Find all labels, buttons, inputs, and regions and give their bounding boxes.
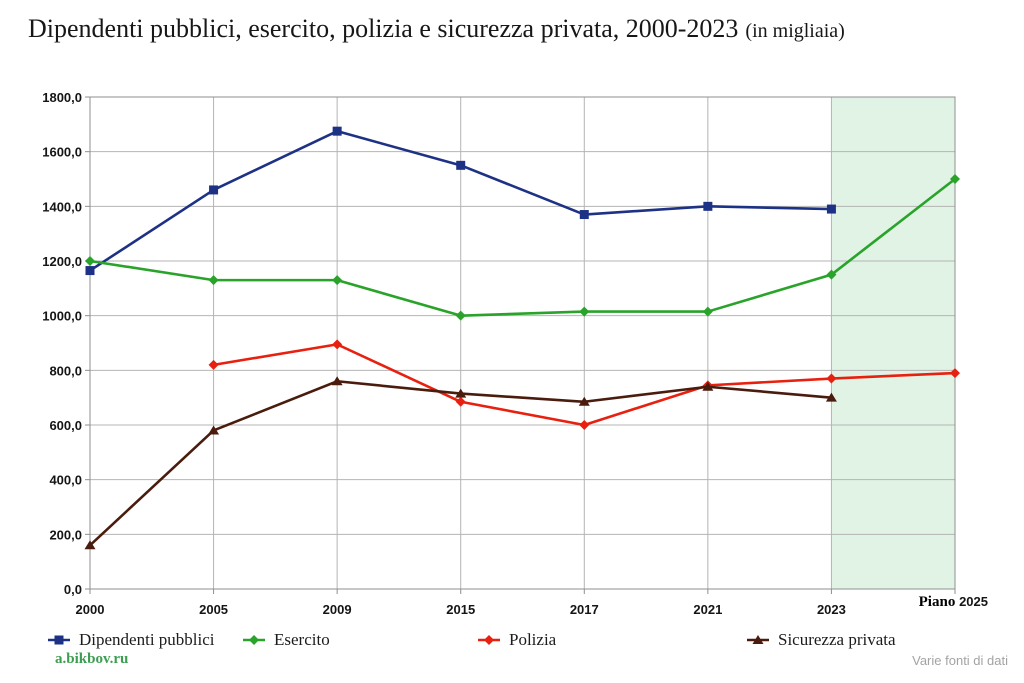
data-source-note: Varie fonti di dati bbox=[912, 653, 1008, 668]
data-point-diamond bbox=[249, 635, 259, 645]
data-point-diamond bbox=[332, 275, 343, 286]
data-point-square bbox=[456, 160, 466, 170]
legend-item-sicurezza-privata: Sicurezza privata bbox=[746, 630, 896, 650]
series-sicurezza-privata bbox=[84, 376, 837, 550]
data-point-square bbox=[826, 204, 836, 214]
data-point-diamond bbox=[826, 373, 837, 384]
series-dipendenti-pubblici bbox=[85, 126, 836, 276]
legend-marker-diamond-icon bbox=[243, 635, 265, 645]
data-point-triangle bbox=[331, 376, 343, 386]
y-axis-label: 0,0 bbox=[64, 582, 82, 597]
data-point-triangle bbox=[752, 635, 764, 644]
y-axis-label: 800,0 bbox=[49, 363, 82, 378]
legend-label: Polizia bbox=[509, 630, 557, 649]
data-point-square bbox=[85, 266, 95, 276]
legend-marker-diamond-icon bbox=[478, 635, 500, 645]
data-point-diamond bbox=[950, 368, 960, 379]
y-axis-label: 1200,0 bbox=[42, 254, 82, 269]
data-point-square bbox=[579, 210, 589, 220]
x-axis-label: 2015 bbox=[446, 602, 475, 617]
data-point-diamond bbox=[332, 339, 343, 350]
data-point-triangle bbox=[702, 381, 714, 391]
data-point-square bbox=[209, 185, 219, 195]
legend-label: Sicurezza privata bbox=[778, 630, 896, 649]
data-point-triangle bbox=[455, 388, 467, 398]
plot-border bbox=[89, 96, 956, 590]
x-axis-label: 2000 bbox=[76, 602, 105, 617]
data-point-diamond bbox=[579, 420, 590, 430]
data-point-diamond bbox=[950, 174, 960, 184]
chart-title: Dipendenti pubblici, esercito, polizia e… bbox=[28, 14, 845, 44]
data-point-diamond bbox=[208, 359, 219, 370]
y-axis-label: 400,0 bbox=[49, 473, 82, 488]
chart-title-suffix: (in migliaia) bbox=[745, 20, 845, 42]
data-point-diamond bbox=[484, 635, 494, 645]
data-point-square bbox=[332, 126, 342, 136]
data-point-diamond bbox=[85, 256, 95, 266]
x-axis-label: 2017 bbox=[570, 602, 599, 617]
data-point-triangle bbox=[578, 396, 590, 406]
y-axis-label: 1400,0 bbox=[42, 199, 82, 214]
chart-title-main: Dipendenti pubblici, esercito, polizia e… bbox=[28, 14, 739, 43]
legend-item-dipendenti-pubblici: Dipendenti pubblici bbox=[47, 630, 215, 650]
data-point-diamond bbox=[208, 275, 219, 286]
legend-marker-triangle-icon bbox=[747, 635, 769, 644]
legend-item-polizia: Polizia bbox=[477, 630, 556, 650]
series-esercito bbox=[85, 174, 960, 321]
plan-region bbox=[831, 97, 955, 589]
data-point-triangle bbox=[84, 540, 96, 550]
data-point-triangle bbox=[208, 425, 220, 435]
legend-marker-square-icon bbox=[48, 635, 70, 645]
y-axis-label: 1800,0 bbox=[42, 90, 82, 105]
y-axis-label: 1600,0 bbox=[42, 145, 82, 160]
legend-item-esercito: Esercito bbox=[242, 630, 330, 650]
plan-axis-label: Piano 2025 bbox=[919, 594, 988, 610]
data-point-diamond bbox=[826, 269, 837, 280]
data-point-diamond bbox=[702, 306, 713, 317]
series-line bbox=[89, 177, 956, 317]
y-axis-label: 600,0 bbox=[49, 418, 82, 433]
legend-label: Dipendenti pubblici bbox=[79, 630, 215, 649]
y-axis-label: 200,0 bbox=[49, 527, 82, 542]
data-point-diamond bbox=[455, 396, 466, 407]
data-point-triangle bbox=[825, 392, 837, 402]
source-link[interactable]: a.bikbov.ru bbox=[55, 651, 129, 667]
x-axis-label: 2023 bbox=[817, 602, 846, 617]
x-axis-label: 2005 bbox=[199, 602, 228, 617]
x-axis-label: 2021 bbox=[693, 602, 722, 617]
x-axis-label: 2009 bbox=[323, 602, 352, 617]
data-point-diamond bbox=[579, 306, 590, 317]
data-point-diamond bbox=[455, 310, 466, 321]
y-axis-label: 1000,0 bbox=[42, 309, 82, 324]
data-point-square bbox=[703, 201, 713, 211]
data-point-square bbox=[54, 635, 64, 645]
legend-label: Esercito bbox=[274, 630, 330, 649]
